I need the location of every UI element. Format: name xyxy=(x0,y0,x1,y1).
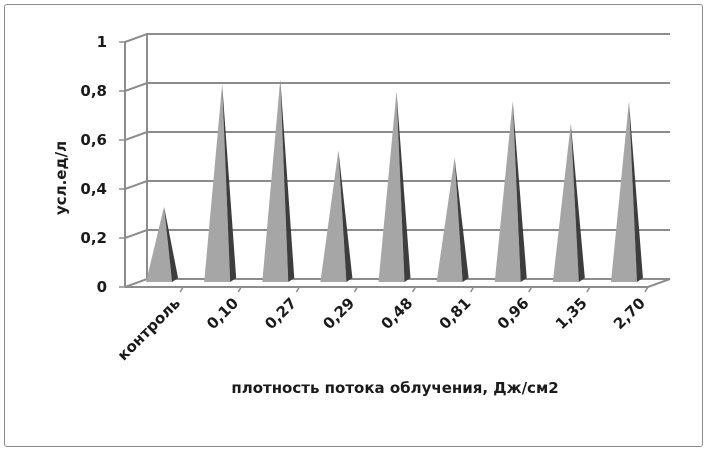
bar-8 xyxy=(610,101,643,282)
x-tick-label-7: 1,35 xyxy=(552,294,591,333)
y-tick-label-1: 0,2 xyxy=(80,229,107,247)
bar-front-face-8 xyxy=(610,101,637,282)
bar-3 xyxy=(320,150,353,282)
x-tick-mark-4 xyxy=(411,286,417,293)
bar-1 xyxy=(204,84,237,282)
bar-front-face-5 xyxy=(436,157,463,282)
y-tick-label-5: 1 xyxy=(97,33,107,51)
bar-side-face-5 xyxy=(454,157,469,282)
x-tick-mark-3 xyxy=(353,286,359,293)
x-tick-mark-1 xyxy=(237,286,242,293)
bar-front-face-6 xyxy=(494,101,521,282)
y-axis-label: усл.ед/л xyxy=(52,141,70,215)
gridline-4 xyxy=(124,82,670,92)
x-tick-label-5: 0,81 xyxy=(436,294,475,333)
y-tick-labels: 0 0,2 0,4 0,6 0,8 1 xyxy=(80,33,107,296)
x-tick-mark-2 xyxy=(295,286,300,293)
bar-4 xyxy=(378,91,411,282)
y-tick-label-4: 0,8 xyxy=(80,82,107,100)
bar-side-face-4 xyxy=(396,91,411,282)
x-tick-label-1: 0,10 xyxy=(203,294,242,333)
bar-6 xyxy=(494,101,527,282)
x-tick-label-6: 0,96 xyxy=(494,294,533,333)
bar-front-face-1 xyxy=(204,84,231,282)
x-axis-label: плотность потока облучения, Дж/см2 xyxy=(231,379,558,397)
bar-front-face-0 xyxy=(146,206,173,282)
x-tick-label-8: 2,70 xyxy=(610,294,649,333)
x-tick-label-3: 0,29 xyxy=(319,294,358,333)
x-tick-label-4: 0,48 xyxy=(377,294,416,333)
bars xyxy=(146,79,643,282)
bar-side-face-3 xyxy=(338,150,353,282)
bar-front-face-4 xyxy=(378,91,405,282)
x-tick-mark-5 xyxy=(470,286,475,293)
chart-frame xyxy=(4,4,703,447)
bar-front-face-2 xyxy=(262,79,289,282)
bar-side-face-1 xyxy=(222,84,237,282)
x-tick-labels: контроль 0,10 0,27 0,29 0,48 0,81 0,96 1,35 2,70 xyxy=(114,294,649,364)
x-tick-label-2: 0,27 xyxy=(261,294,300,333)
bar-side-face-8 xyxy=(628,101,643,282)
x-tick-label-0: контроль xyxy=(114,294,184,364)
y-tick-label-3: 0,6 xyxy=(80,131,107,149)
bar-side-face-2 xyxy=(280,79,295,282)
bar-front-face-7 xyxy=(552,123,579,282)
bar-2 xyxy=(262,79,295,282)
y-tick-label-0: 0 xyxy=(97,278,107,296)
axes xyxy=(119,34,649,293)
x-tick-mark-8 xyxy=(644,286,649,293)
bar-5 xyxy=(436,157,469,282)
bar-front-face-3 xyxy=(320,150,347,282)
bar-0 xyxy=(146,206,179,282)
y-tick-label-2: 0,4 xyxy=(80,180,107,198)
bar-7 xyxy=(552,123,585,282)
x-tick-mark-6 xyxy=(528,286,533,293)
gridline-5 xyxy=(124,33,670,43)
bar-side-face-0 xyxy=(164,206,179,282)
bar-side-face-7 xyxy=(570,123,585,282)
bar-side-face-6 xyxy=(512,101,527,282)
x-tick-mark-0 xyxy=(179,286,184,293)
x-tick-mark-7 xyxy=(586,286,591,293)
